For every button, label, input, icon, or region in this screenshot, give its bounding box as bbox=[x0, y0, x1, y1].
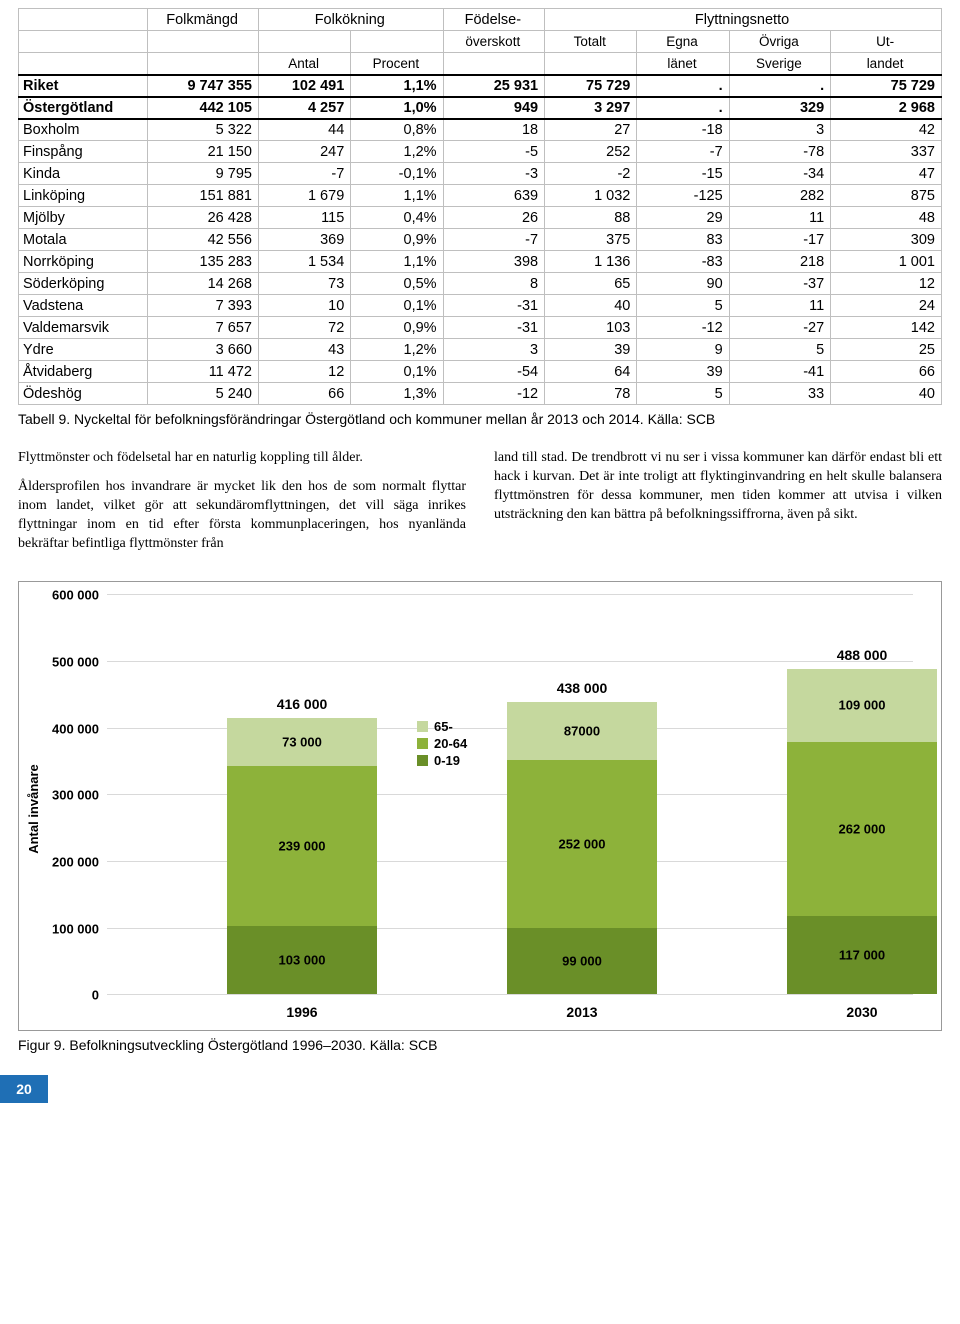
page-number: 20 bbox=[0, 1075, 48, 1103]
paragraph-2: Åldersprofilen hos invandrare är mycket … bbox=[18, 478, 466, 554]
population-chart: Antal invånare 0100 000200 000300 000400… bbox=[18, 581, 942, 1031]
figure-caption: Figur 9. Befolkningsutveckling Östergötl… bbox=[18, 1037, 942, 1053]
body-text: Flyttmönster och födelsetal har en natur… bbox=[18, 449, 942, 563]
population-table: FolkmängdFolkökningFödelse-Flyttningsnet… bbox=[18, 8, 942, 405]
paragraph-1: Flyttmönster och födelsetal har en natur… bbox=[18, 449, 466, 468]
y-axis-title: Antal invånare bbox=[26, 765, 41, 855]
paragraph-3: land till stad. De trendbrott vi nu ser … bbox=[494, 449, 942, 525]
table-caption: Tabell 9. Nyckeltal för befolkningsförän… bbox=[18, 411, 942, 427]
